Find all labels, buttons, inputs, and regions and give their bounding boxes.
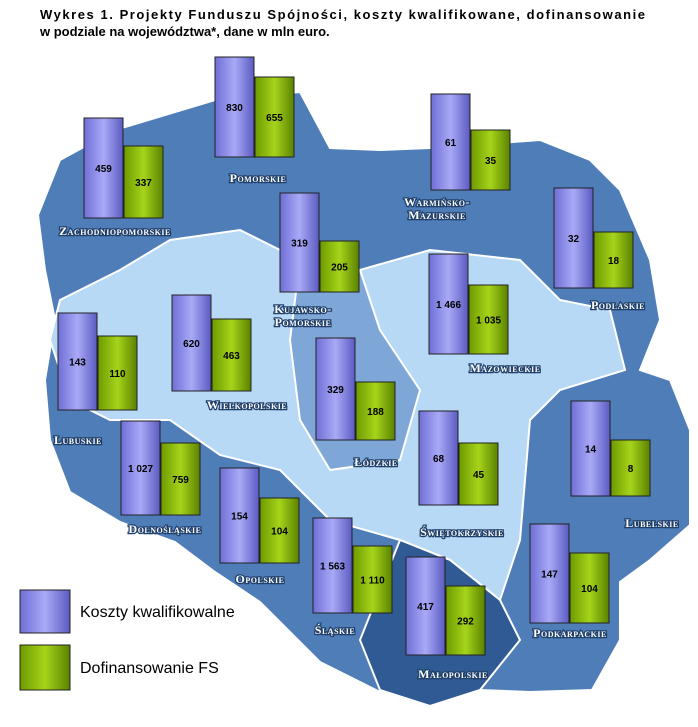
cost-bar [171,294,212,392]
region-name: Mazurskie [408,208,466,222]
region-charts: 459 337 Zachodniopomorskie 830 655 Pomorskie 6… [53,56,679,682]
cofinancing-label: 104 [581,584,598,595]
cost-bar [219,467,260,564]
cost-bar [570,400,611,497]
cofinancing-bar [355,381,396,441]
cofinancing-bar [123,145,164,219]
region-name: Lubelskie [625,516,678,530]
cost-label: 143 [69,358,86,369]
cofinancing-bar [470,129,511,191]
cofinancing-label: 18 [608,256,620,267]
cofinancing-label: 655 [266,113,283,124]
cost-bar [315,337,356,441]
region-name: Podkarpackie [533,626,607,640]
region-name: Małopolskie [418,667,488,681]
region-name: Łódzkie [354,455,398,469]
cost-bar [57,312,98,411]
cost-label: 1 027 [128,464,153,475]
cofinancing-bar [569,552,610,624]
cost-label: 32 [568,234,580,245]
legend-label: Koszty kwalifikowalne [80,604,235,621]
cofinancing-bar [352,545,393,614]
cofinancing-label: 188 [367,407,384,418]
cost-label: 61 [445,138,457,149]
title-line: Wykres 1. Projekty Funduszu Spójności, k… [40,7,645,22]
cofinancing-label: 45 [473,470,485,481]
cost-bar [430,93,471,191]
legend-label: Dofinansowanie FS [80,660,219,677]
cofinancing-label: 35 [485,156,497,167]
cost-label: 329 [327,385,344,396]
cost-label: 319 [291,239,308,250]
region-name: Podlaskie [591,298,645,312]
cofinancing-bar [97,335,138,411]
cost-label: 1 563 [320,562,345,573]
cofinancing-label: 205 [331,263,348,274]
region-name: Mazowieckie [469,361,540,375]
cost-bar [553,187,594,289]
cost-label: 417 [417,602,434,613]
legend-swatch [19,644,71,691]
region-name: Lubuskie [54,433,102,447]
cost-label: 459 [95,164,112,175]
region-name: Pomorskie [275,315,332,329]
cost-label: 830 [226,103,243,114]
region-name: Kujawsko- [274,302,331,316]
cost-bar [405,556,446,656]
cost-label: 147 [541,570,558,581]
cost-bar [312,517,353,614]
cofinancing-bar [458,442,499,506]
cost-bar [83,117,124,219]
cofinancing-label: 1 035 [476,316,501,327]
cofinancing-label: 104 [271,527,288,538]
cofinancing-label: 292 [457,617,474,628]
cofinancing-label: 759 [172,475,189,486]
cofinancing-label: 8 [628,464,634,475]
cost-label: 620 [183,339,200,350]
region-name: Opolskie [236,572,285,586]
cost-bar [418,410,459,506]
cost-bar [529,523,570,624]
region-name: Warmińsko- [404,195,470,209]
legend-swatch [19,589,71,634]
cofinancing-bar [259,497,300,564]
cofinancing-bar [160,442,201,516]
cost-bar [428,253,469,355]
cost-label: 14 [585,445,597,456]
region-name: Zachodniopomorskie [59,224,171,238]
region-name: Wielkopolskie [207,398,287,412]
cofinancing-bar [254,76,295,158]
cofinancing-label: 337 [135,178,152,189]
cost-bar [279,192,320,293]
cofinancing-bar [593,231,634,289]
cofinancing-bar [468,284,509,355]
cofinancing-label: 110 [109,369,126,380]
cofinancing-bar [319,240,360,293]
region-name: Śląskie [315,623,355,637]
cofinancing-bar [445,585,486,656]
cost-bar [214,56,255,158]
region-name: Dolnośląskie [129,522,202,536]
region-name: Pomorskie [230,171,287,185]
cost-label: 154 [231,512,248,523]
cost-bar [120,420,161,516]
cofinancing-bar [211,318,252,392]
title-line: w podziale na województwa*, dane w mln e… [39,24,330,39]
cost-label: 1 466 [436,300,461,311]
cost-label: 68 [433,454,445,465]
cofinancing-bar [610,439,651,497]
cofinancing-label: 1 110 [360,576,385,587]
region-name: Świętokrzyskie [420,525,504,539]
cofinancing-label: 463 [223,351,240,362]
